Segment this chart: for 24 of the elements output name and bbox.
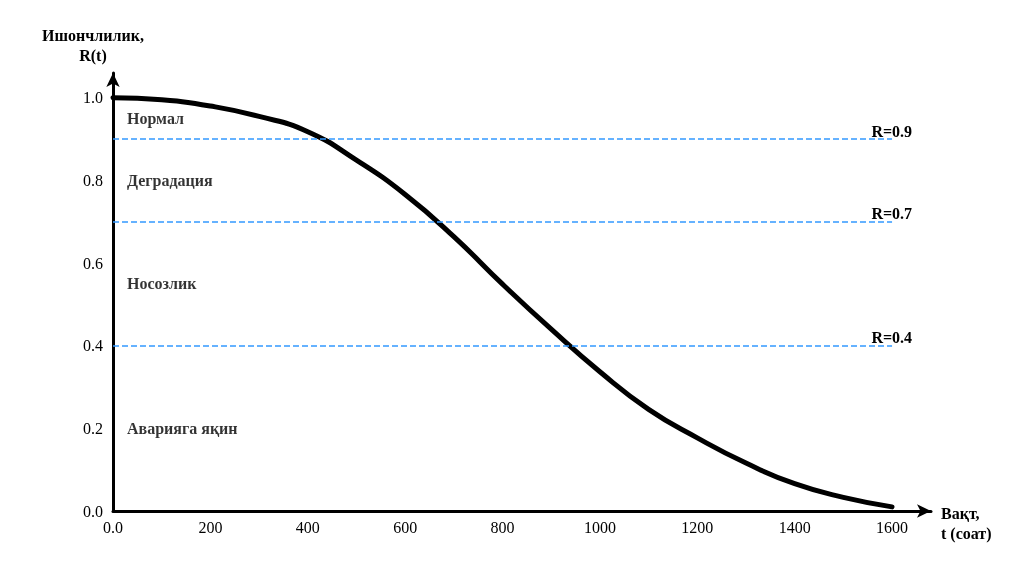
x-tick-label: 600 xyxy=(393,518,418,536)
ref-line-label: R=0.7 xyxy=(871,205,913,223)
x-axis-title: Вақт, t (соат) xyxy=(941,504,992,543)
x-tick-label: 1200 xyxy=(681,518,714,536)
x-tick-label: 1000 xyxy=(583,518,616,536)
y-tick-label: 0.8 xyxy=(83,171,103,189)
x-tick-label: 200 xyxy=(198,518,223,536)
x-tick-label: 1600 xyxy=(876,518,909,536)
x-tick-label: 1400 xyxy=(778,518,811,536)
x-tick-label: 800 xyxy=(490,518,515,536)
x-tick-label: 0.0 xyxy=(103,518,123,536)
annotation: Нормал xyxy=(127,109,185,128)
x-tick-label: 400 xyxy=(295,518,320,536)
y-tick-label: 0.0 xyxy=(83,502,103,520)
annotation: Аварияга яқин xyxy=(127,419,238,438)
ref-line-label: R=0.4 xyxy=(871,329,913,347)
y-tick-label: 0.2 xyxy=(83,419,103,437)
y-tick-label: 1.0 xyxy=(83,89,103,107)
y-tick-label: 0.6 xyxy=(83,254,103,272)
annotation: Деградация xyxy=(127,171,213,190)
y-tick-label: 0.4 xyxy=(83,337,103,355)
annotation: Носозлик xyxy=(127,275,198,293)
ref-line-label: R=0.9 xyxy=(871,122,913,140)
y-axis-title: Ишончлилик, R(t) xyxy=(42,26,144,65)
